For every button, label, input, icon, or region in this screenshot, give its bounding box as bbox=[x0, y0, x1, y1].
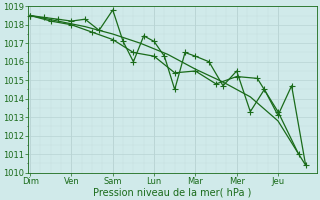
X-axis label: Pression niveau de la mer( hPa ): Pression niveau de la mer( hPa ) bbox=[93, 187, 252, 197]
